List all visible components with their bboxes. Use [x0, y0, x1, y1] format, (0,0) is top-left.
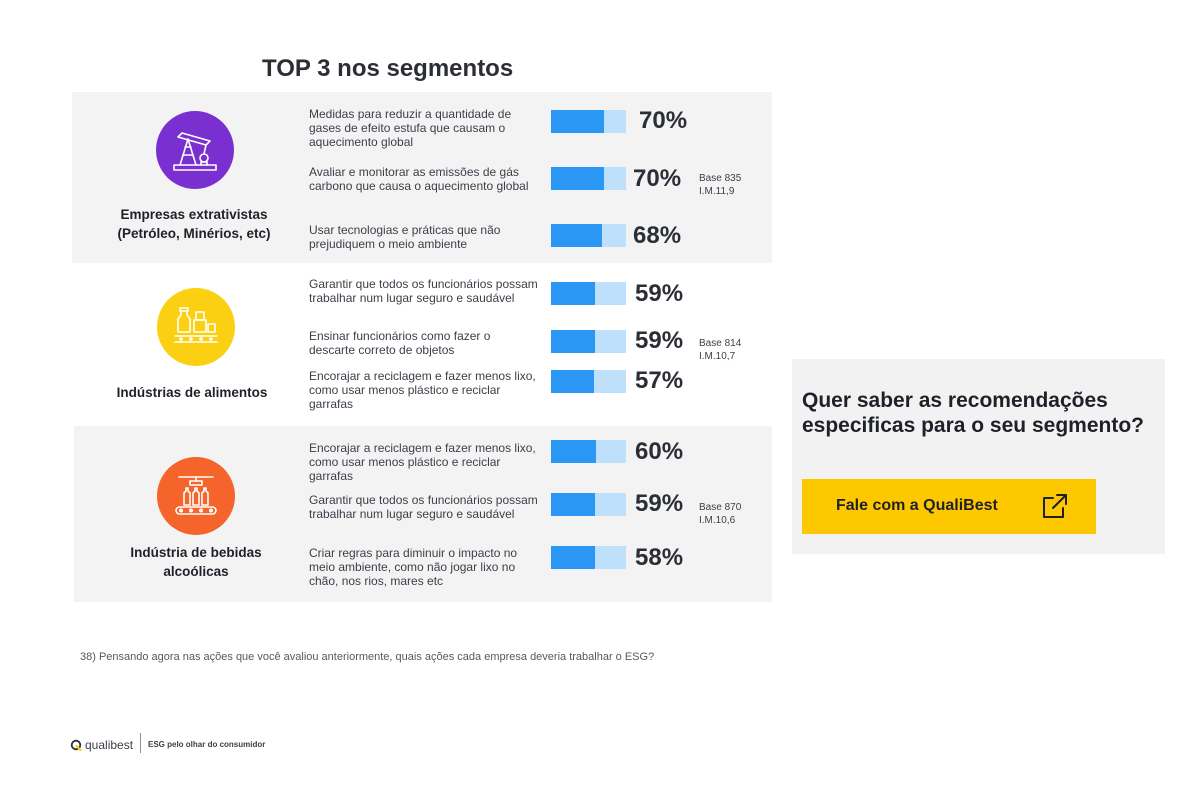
item-label: Ensinar funcionários como fazer o descar… — [309, 329, 491, 357]
bar-track — [551, 546, 626, 569]
bar-track — [551, 440, 626, 463]
bar — [551, 224, 602, 247]
oil-pump-icon — [173, 132, 217, 171]
bar — [551, 546, 595, 569]
segment-name: Empresas extrativistas (Petróleo, Minéri… — [117, 207, 271, 241]
item-label: Encorajar a reciclagem e fazer menos lix… — [309, 441, 536, 483]
item-label: Usar tecnologias e práticas que não prej… — [309, 223, 501, 251]
bar-track — [551, 370, 626, 393]
external-link-icon — [1040, 492, 1068, 523]
item-label: Garantir que todos os funcionários possa… — [309, 493, 538, 521]
im-value: I.M.11,9 — [699, 186, 735, 197]
bar — [551, 370, 594, 393]
contact-qualibest-button[interactable]: Fale com a QualiBest — [802, 479, 1096, 534]
bar-track — [551, 493, 626, 516]
bar — [551, 167, 604, 190]
segment-name: Indústrias de alimentos — [116, 385, 268, 400]
segment-name: Indústria de bebidas alcoólicas — [130, 545, 262, 579]
item-label: Criar regras para diminuir o impacto no … — [309, 546, 518, 588]
bar-track — [551, 330, 626, 353]
value-label: 70% — [633, 165, 682, 192]
value-label: 70% — [639, 107, 688, 134]
bar-track — [551, 167, 626, 190]
bar-track — [551, 110, 626, 133]
page-title: TOP 3 nos segmentos — [262, 55, 514, 82]
bar-track — [551, 282, 626, 305]
bar-track — [551, 224, 626, 247]
bar — [551, 110, 604, 133]
segment-icon-circle — [157, 457, 235, 535]
item-label: Garantir que todos os funcionários possa… — [309, 277, 538, 305]
value-label: 58% — [635, 544, 684, 571]
base-note: Base 870 I.M.10,6 — [699, 501, 741, 527]
base-count: Base 835 — [699, 173, 742, 184]
base-count: Base 814 — [699, 338, 742, 349]
item-label: Medidas para reduzir a quantidade de gas… — [309, 107, 512, 149]
qualibest-logo: qualibest — [70, 738, 133, 752]
cta-heading: Quer saber as recomendações especificas … — [802, 389, 1144, 437]
base-count: Base 870 — [699, 502, 742, 513]
value-label: 57% — [635, 367, 684, 394]
segment-icon-circle — [156, 111, 234, 189]
footer-divider — [140, 733, 141, 753]
value-label: 59% — [635, 490, 684, 517]
qualibest-logo-icon — [70, 739, 82, 751]
logo-text: qualibest — [85, 738, 134, 752]
food-factory-icon — [174, 307, 218, 343]
bar — [551, 440, 596, 463]
bar — [551, 330, 596, 353]
contact-button-label: Fale com a QualiBest — [836, 497, 998, 514]
bar — [551, 493, 596, 516]
footer-tagline: ESG pelo olhar do consumidor — [148, 740, 266, 749]
im-value: I.M.10,6 — [699, 515, 736, 526]
bottling-line-icon — [175, 476, 217, 515]
value-label: 60% — [635, 438, 684, 465]
item-label: Avaliar e monitorar as emissões de gás c… — [309, 165, 529, 193]
segment-icon-circle — [157, 288, 235, 366]
value-label: 68% — [633, 222, 682, 249]
value-label: 59% — [635, 327, 684, 354]
value-label: 59% — [635, 280, 684, 307]
base-note: Base 835 I.M.11,9 — [699, 172, 741, 198]
item-label: Encorajar a reciclagem e fazer menos lix… — [309, 369, 536, 411]
im-value: I.M.10,7 — [699, 351, 736, 362]
bar — [551, 282, 596, 305]
base-note: Base 814 I.M.10,7 — [699, 337, 741, 363]
footnote: 38) Pensando agora nas ações que você av… — [80, 651, 655, 663]
